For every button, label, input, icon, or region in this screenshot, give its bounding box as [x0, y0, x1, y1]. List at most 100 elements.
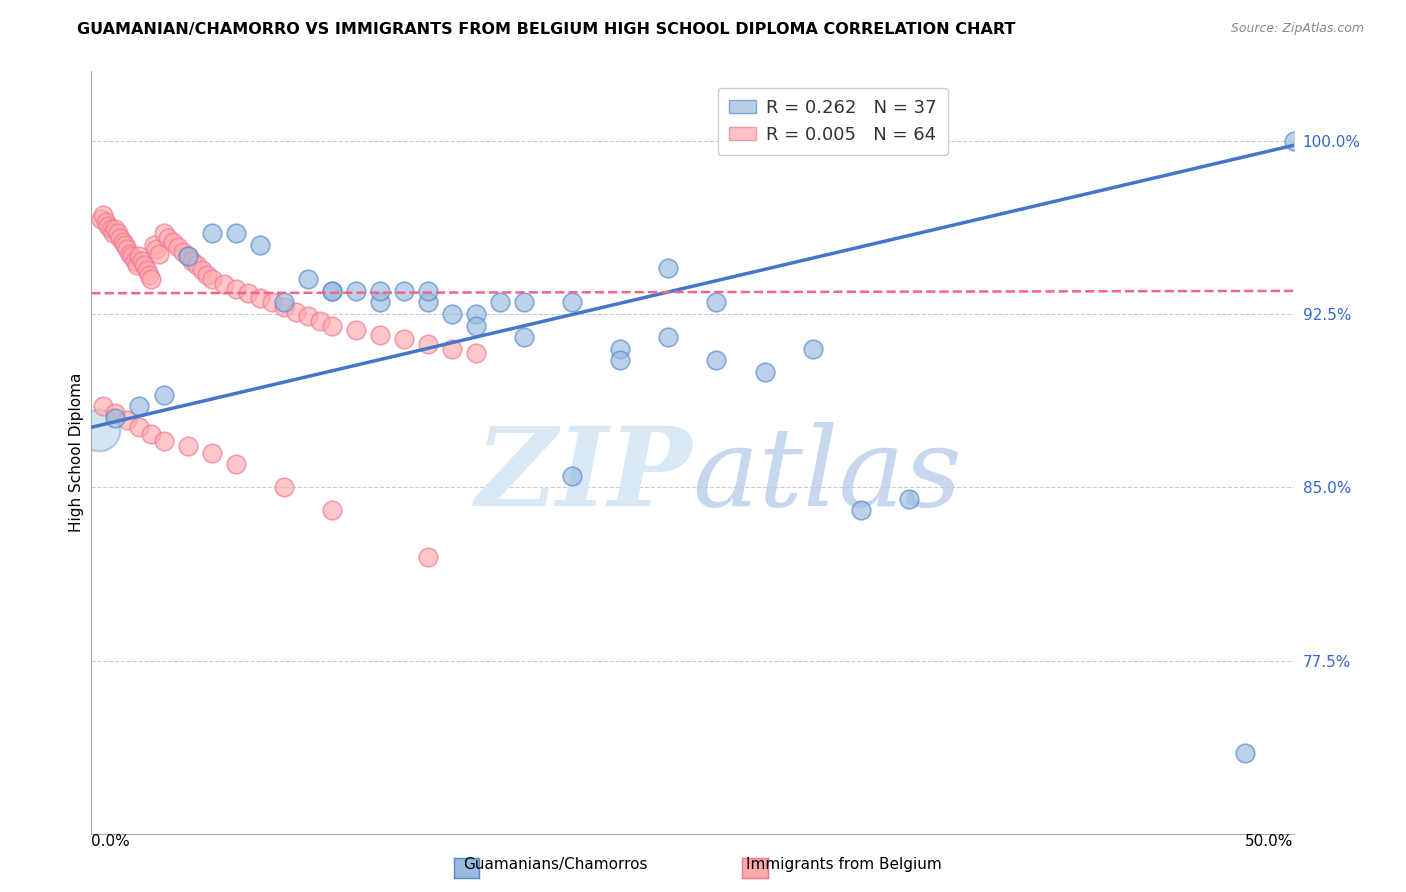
Point — [121, 249, 143, 263]
Point — [101, 226, 124, 240]
Point — [609, 342, 631, 356]
Point — [195, 268, 218, 282]
Point — [513, 295, 536, 310]
Point — [225, 457, 247, 471]
Point — [201, 446, 224, 460]
Point — [249, 237, 271, 252]
Point — [273, 480, 295, 494]
Point — [152, 434, 174, 449]
Point — [128, 249, 150, 263]
Point — [201, 272, 224, 286]
Point — [321, 503, 343, 517]
Point — [167, 240, 190, 254]
Text: Guamanians/Chamorros: Guamanians/Chamorros — [463, 857, 648, 872]
Point — [104, 411, 127, 425]
Point — [191, 263, 214, 277]
Point — [260, 295, 283, 310]
Point — [284, 304, 307, 318]
Point — [90, 212, 112, 227]
Point — [513, 330, 536, 344]
Point — [152, 226, 174, 240]
Point — [186, 259, 208, 273]
Point — [176, 249, 198, 263]
Point — [897, 491, 920, 506]
Y-axis label: High School Diploma: High School Diploma — [69, 373, 84, 533]
Point — [201, 226, 224, 240]
Point — [114, 237, 136, 252]
Text: atlas: atlas — [692, 422, 962, 529]
Point — [1282, 134, 1305, 148]
Point — [657, 260, 679, 275]
Point — [416, 295, 439, 310]
Point — [416, 549, 439, 564]
Point — [128, 400, 150, 414]
Text: Immigrants from Belgium: Immigrants from Belgium — [745, 857, 942, 872]
Point — [368, 284, 391, 298]
Point — [162, 235, 184, 250]
Point — [416, 337, 439, 351]
Point — [368, 327, 391, 342]
Point — [145, 243, 167, 257]
Point — [440, 342, 463, 356]
Point — [141, 272, 163, 286]
Text: ZIP: ZIP — [475, 422, 692, 529]
Point — [273, 300, 295, 314]
Point — [111, 235, 134, 250]
Text: 50.0%: 50.0% — [1246, 834, 1294, 849]
Point — [392, 284, 415, 298]
Point — [131, 253, 153, 268]
Point — [657, 330, 679, 344]
Point — [321, 284, 343, 298]
Point — [152, 388, 174, 402]
Point — [561, 468, 583, 483]
Point — [87, 423, 110, 437]
Point — [172, 244, 194, 259]
Point — [801, 342, 824, 356]
Point — [94, 214, 117, 228]
Point — [135, 263, 157, 277]
Point — [465, 307, 488, 321]
Point — [176, 439, 198, 453]
Point — [609, 353, 631, 368]
Point — [1234, 746, 1257, 760]
Point — [368, 295, 391, 310]
Point — [849, 503, 872, 517]
Point — [110, 231, 132, 245]
Point — [225, 226, 247, 240]
Point — [561, 295, 583, 310]
Point — [104, 406, 127, 420]
Point — [706, 353, 728, 368]
Point — [392, 333, 415, 347]
Point — [440, 307, 463, 321]
Point — [138, 268, 160, 282]
Point — [117, 413, 139, 427]
Point — [212, 277, 235, 291]
Text: 0.0%: 0.0% — [91, 834, 131, 849]
Point — [118, 247, 141, 261]
Point — [142, 237, 165, 252]
Point — [754, 365, 776, 379]
Point — [124, 253, 146, 268]
Legend: R = 0.262   N = 37, R = 0.005   N = 64: R = 0.262 N = 37, R = 0.005 N = 64 — [717, 88, 948, 154]
Point — [104, 221, 127, 235]
Point — [107, 226, 129, 240]
Point — [97, 219, 120, 234]
Point — [344, 323, 367, 337]
Point — [273, 295, 295, 310]
Point — [236, 286, 259, 301]
Point — [297, 272, 319, 286]
Point — [225, 282, 247, 296]
Point — [249, 291, 271, 305]
Point — [321, 318, 343, 333]
Point — [93, 208, 115, 222]
Point — [706, 295, 728, 310]
Point — [416, 284, 439, 298]
Point — [181, 253, 204, 268]
Point — [489, 295, 512, 310]
Point — [465, 346, 488, 360]
Point — [100, 221, 122, 235]
Point — [125, 259, 148, 273]
Point — [141, 427, 163, 442]
Text: GUAMANIAN/CHAMORRO VS IMMIGRANTS FROM BELGIUM HIGH SCHOOL DIPLOMA CORRELATION CH: GUAMANIAN/CHAMORRO VS IMMIGRANTS FROM BE… — [77, 22, 1015, 37]
Point — [93, 400, 115, 414]
